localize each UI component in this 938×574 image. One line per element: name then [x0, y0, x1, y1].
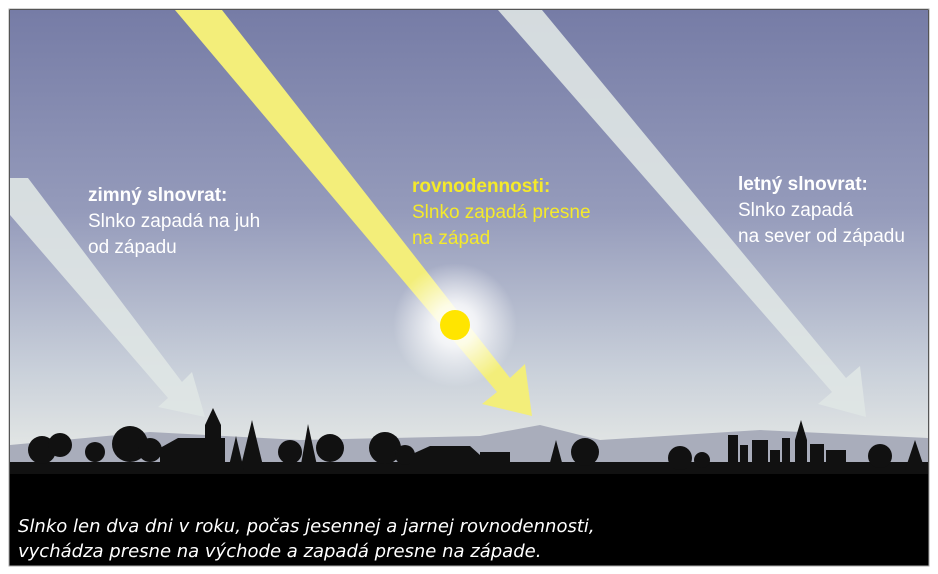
label-line: od západu: [88, 237, 177, 258]
caption-line: vychádza presne na východe a zapadá pres…: [18, 541, 541, 562]
illustration: zimný slnovrat: Slnko zapadá na juh od z…: [0, 0, 938, 574]
label-line: Slnko zapadá presne: [412, 202, 591, 223]
label-line: Slnko zapadá: [738, 200, 854, 221]
caption-line: Slnko len dva dni v roku, počas jesennej…: [18, 516, 595, 537]
label-line: Slnko zapadá na juh: [88, 211, 260, 232]
label-title: rovnodennosti:: [412, 176, 550, 197]
label-title: zimný slnovrat:: [88, 185, 227, 206]
label-title: letný slnovrat:: [738, 174, 868, 195]
label-line: na sever od západu: [738, 226, 905, 247]
label-line: na západ: [412, 228, 490, 249]
sun: [440, 310, 470, 340]
